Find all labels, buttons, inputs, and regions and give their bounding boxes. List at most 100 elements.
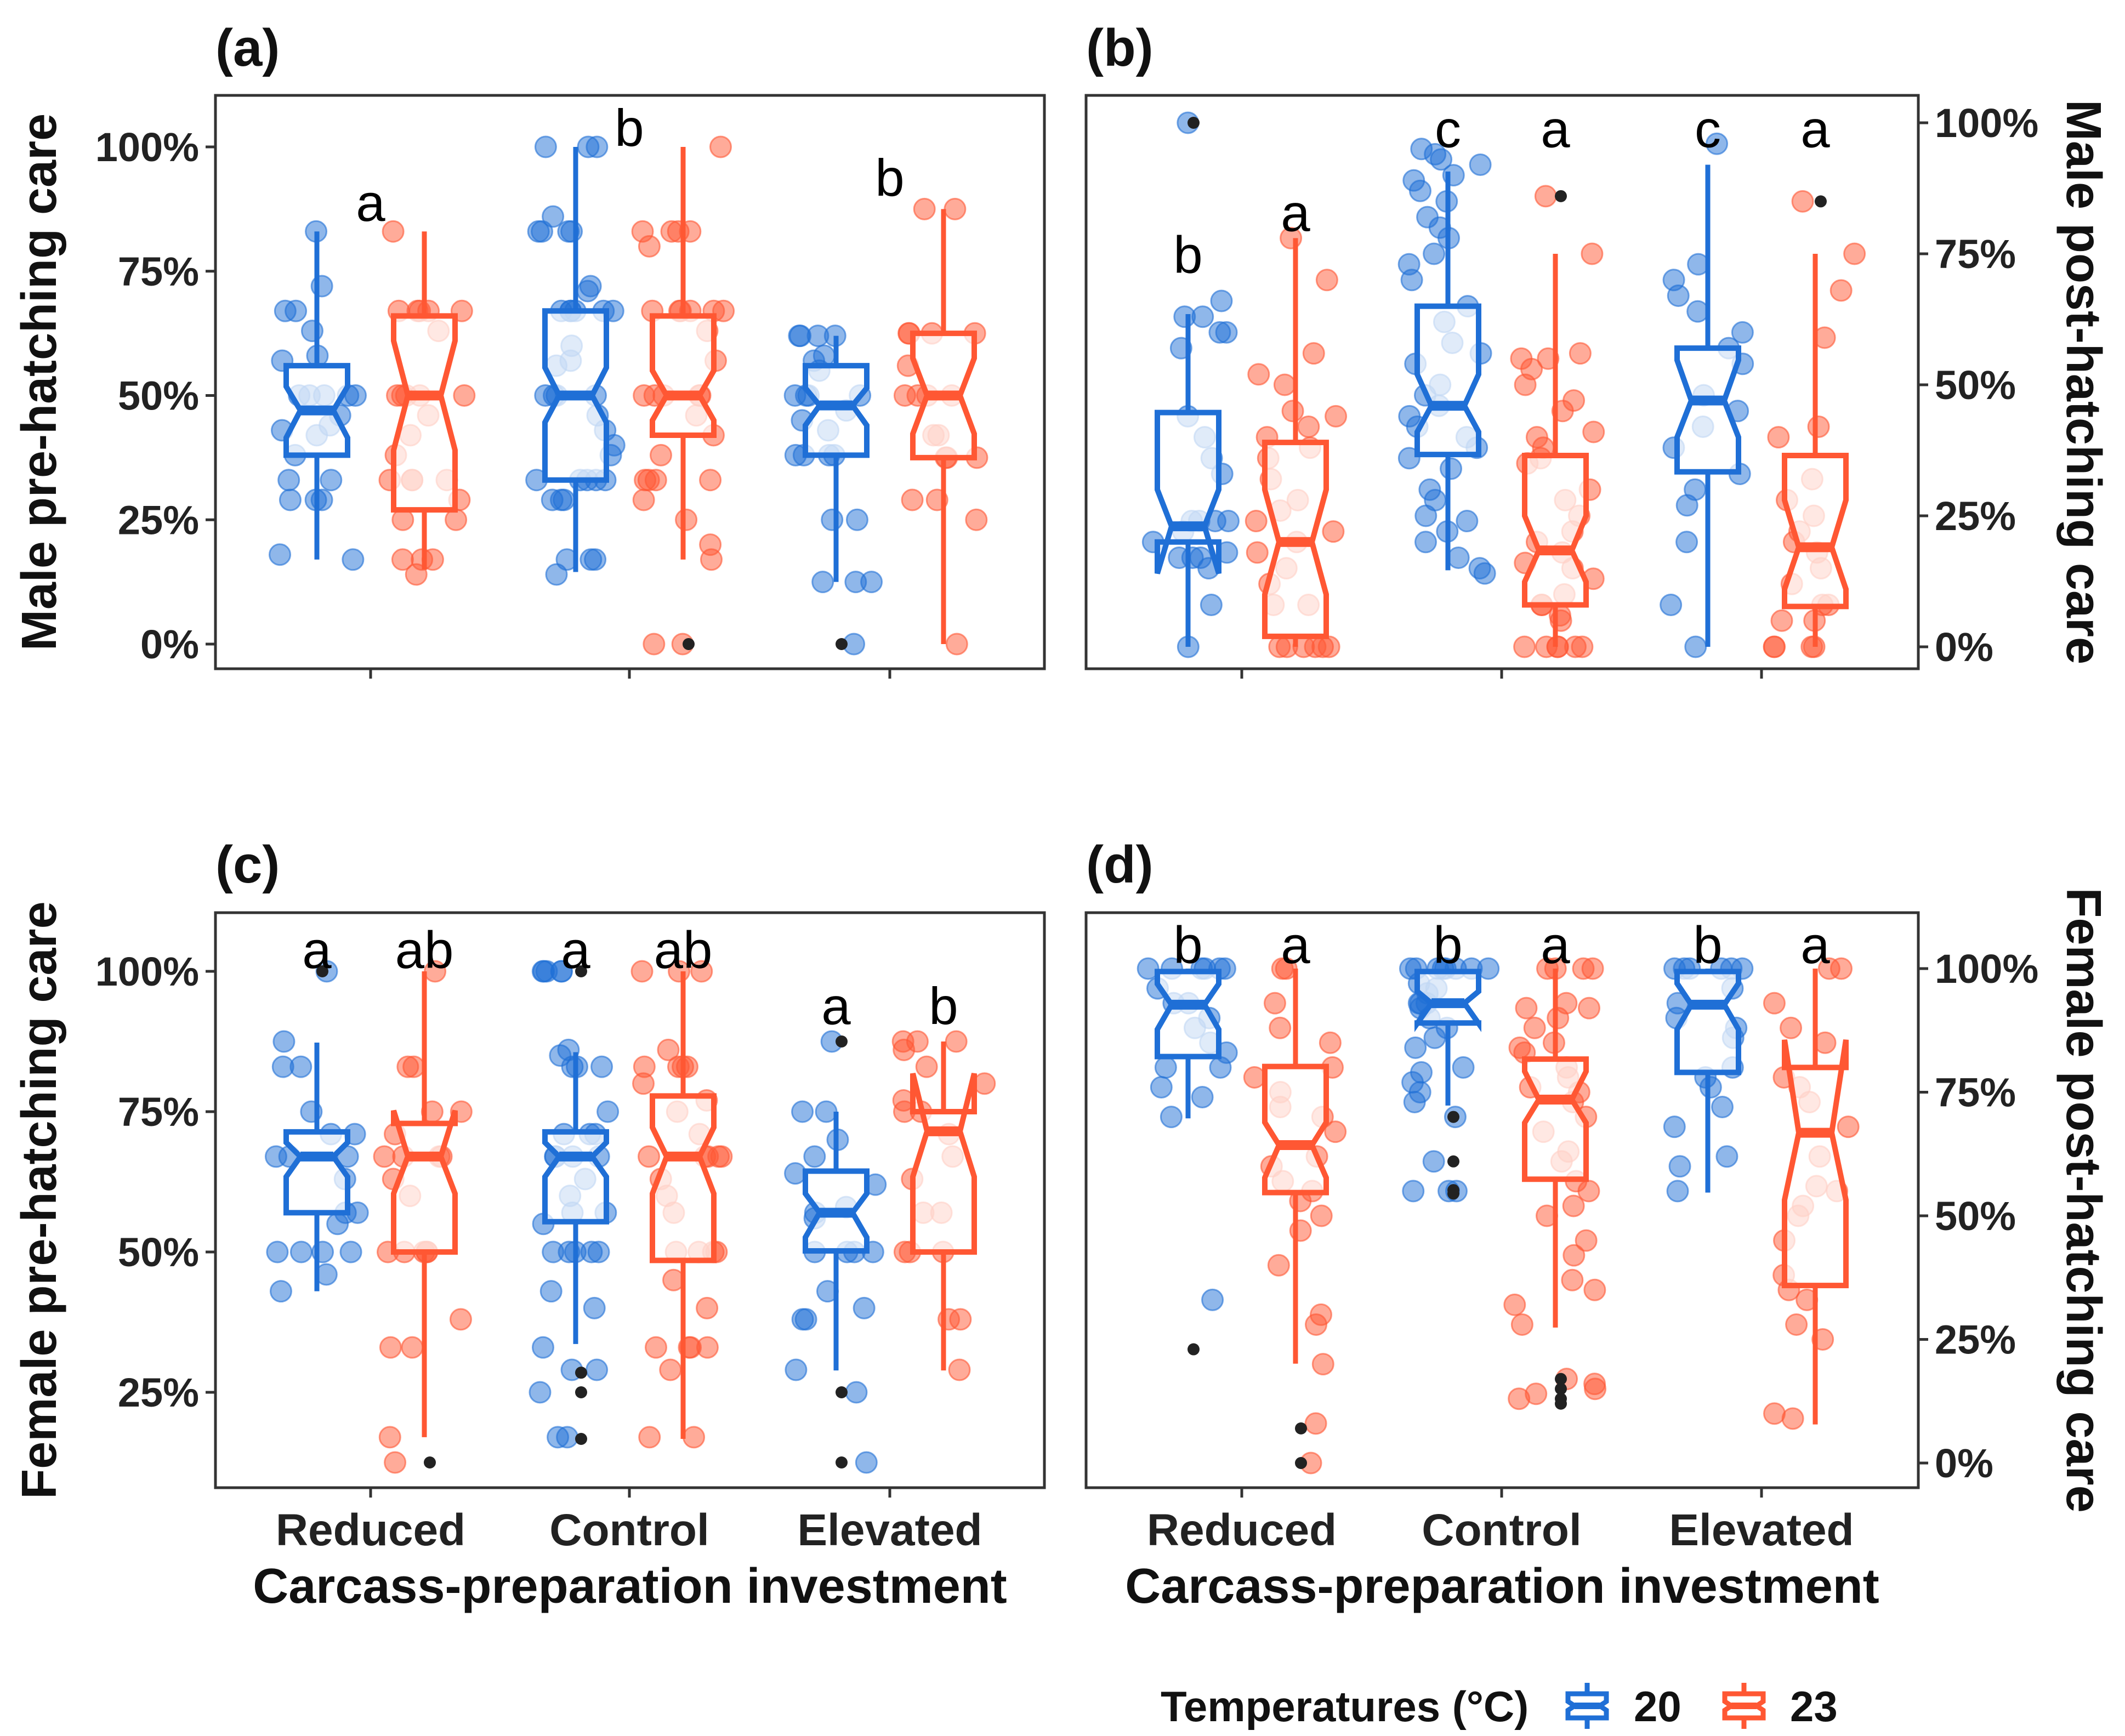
boxplot-reduced-20	[283, 231, 350, 560]
data-point	[1534, 185, 1557, 208]
data-point	[580, 1240, 603, 1263]
data-point	[1137, 957, 1160, 980]
data-point	[1763, 1402, 1786, 1425]
outlier-point	[836, 1035, 848, 1048]
data-point	[1281, 400, 1304, 423]
data-point	[586, 1358, 609, 1381]
boxplot-control-23	[650, 971, 717, 1439]
outlier-point	[575, 1367, 587, 1379]
significance-letter: c	[1695, 100, 1721, 159]
data-point	[915, 1055, 938, 1078]
boxplot-reduced-23	[391, 971, 458, 1469]
data-point	[1310, 1204, 1333, 1227]
data-point	[690, 960, 713, 983]
data-point	[277, 469, 300, 492]
data-point	[1837, 1115, 1860, 1139]
data-point	[1456, 510, 1479, 533]
data-point	[279, 488, 302, 511]
data-point	[1503, 1293, 1526, 1316]
box	[542, 1129, 609, 1225]
data-point	[1403, 1091, 1426, 1114]
box	[1414, 303, 1481, 458]
data-point	[699, 469, 722, 492]
y-tick-label: 25%	[1935, 493, 2016, 539]
data-point	[1562, 1244, 1586, 1267]
data-point	[1408, 179, 1431, 202]
box	[1522, 1056, 1589, 1182]
data-point	[596, 1100, 620, 1123]
data-point	[541, 488, 564, 511]
data-point	[638, 1145, 661, 1168]
y-tick-label: 50%	[118, 373, 199, 419]
panel-c: (c) 25% 50% 75% 100% Female pre-hatching care…	[12, 835, 1046, 1614]
data-point	[944, 197, 967, 220]
data-point	[893, 384, 916, 407]
data-point	[1675, 531, 1698, 554]
data-point	[638, 235, 661, 258]
data-point	[382, 220, 405, 243]
data-point	[855, 1451, 878, 1474]
significance-letter: b	[1173, 226, 1202, 284]
y-tick-label: 0%	[1935, 624, 1993, 670]
data-point	[379, 1336, 402, 1359]
x-axis-title: Carcass-preparation investment	[1125, 1559, 1879, 1614]
boxplot-reduced-20	[283, 965, 350, 1291]
data-point	[709, 135, 732, 158]
data-point	[973, 1072, 996, 1095]
data-point	[811, 571, 834, 594]
boxplot-reduced-23	[1262, 969, 1329, 1469]
data-point	[1767, 426, 1790, 449]
data-point	[1402, 1180, 1425, 1203]
data-point	[1304, 1412, 1327, 1435]
outlier-point	[1447, 1187, 1459, 1200]
data-point	[1245, 510, 1268, 533]
box	[650, 1093, 717, 1263]
data-point	[1584, 1378, 1607, 1401]
data-point	[1447, 546, 1470, 569]
data-point	[1311, 635, 1334, 658]
y-tick-label: 50%	[118, 1230, 199, 1275]
data-point	[1315, 269, 1338, 292]
y-axis-title: Male post-hatching care	[2056, 100, 2111, 664]
data-point	[784, 1162, 807, 1185]
data-point	[527, 220, 550, 243]
panel-a: (a) 0% 25% 50% 75% 100% Male pre-hatching care…	[12, 19, 1046, 679]
outlier-point	[1555, 190, 1567, 202]
data-point	[1829, 279, 1853, 302]
data-point	[300, 320, 323, 343]
data-point	[289, 1055, 312, 1078]
significance-letter: a	[1800, 100, 1830, 159]
boxplot-reduced-23	[1262, 238, 1329, 647]
plot-frame	[214, 911, 1046, 1489]
data-point	[1267, 1254, 1290, 1277]
data-point	[1513, 635, 1536, 658]
significance-letter: b	[1433, 916, 1462, 975]
data-point	[700, 548, 723, 571]
y-tick-label: 0%	[140, 622, 199, 667]
data-point	[1173, 305, 1196, 328]
data-point	[683, 1426, 706, 1449]
data-point	[643, 633, 666, 656]
legend-label-20: 20	[1634, 1682, 1681, 1731]
legend: Temperatures (°C) 20 23	[1161, 1682, 1838, 1731]
significance-letter: a	[356, 174, 385, 232]
box	[1674, 345, 1741, 475]
data-point	[1581, 242, 1604, 265]
data-point	[1246, 541, 1269, 564]
data-point	[583, 1296, 606, 1319]
data-point	[675, 508, 698, 531]
data-point	[326, 1213, 349, 1236]
box	[1414, 969, 1481, 1032]
y-tick-label: 100%	[95, 124, 199, 170]
data-point	[285, 299, 308, 322]
legend-key-20-icon	[1565, 1683, 1609, 1729]
outlier-point	[836, 1456, 848, 1469]
box	[1155, 969, 1221, 1060]
data-point	[1397, 447, 1421, 470]
data-point	[1324, 1120, 1347, 1143]
boxplot-elevated-20	[803, 335, 870, 650]
x-tick-label-control: Control	[1422, 1505, 1581, 1555]
x-axis-title: Carcass-preparation investment	[253, 1559, 1007, 1614]
data-point	[1581, 957, 1604, 980]
